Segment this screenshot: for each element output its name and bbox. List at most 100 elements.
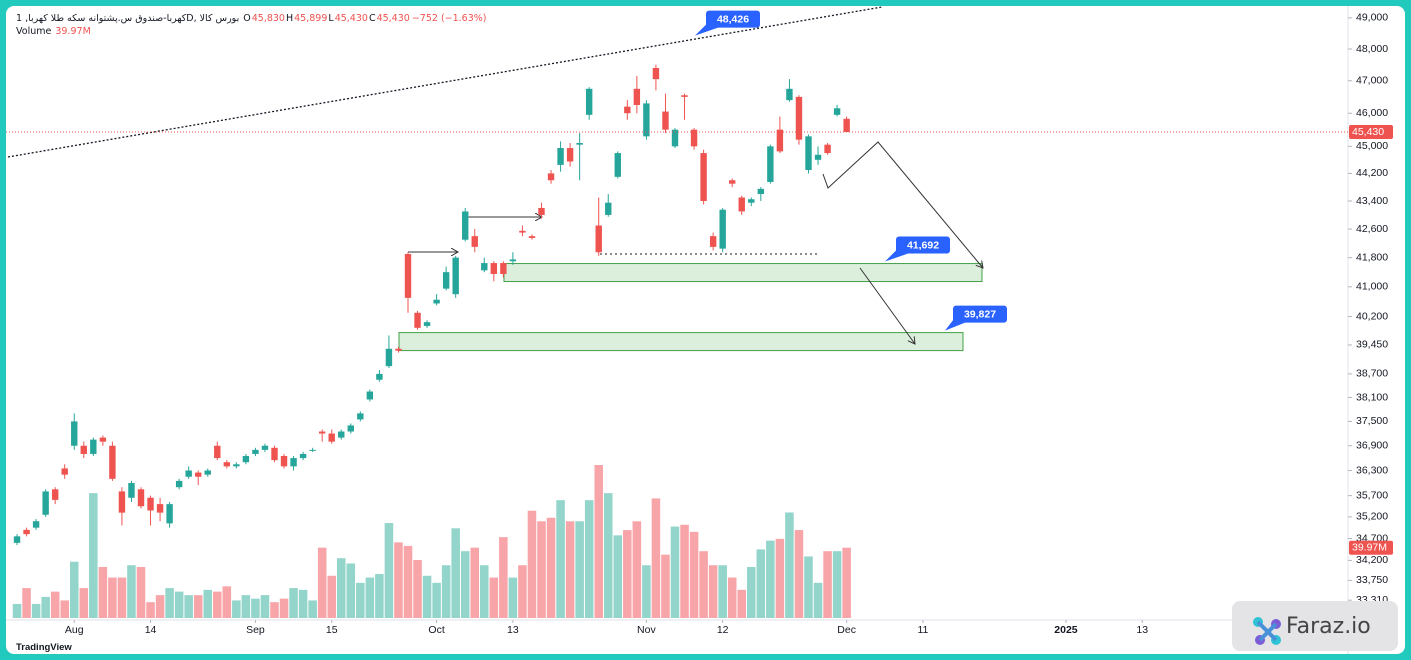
- ohlc-legend: O45,830H45,899L45,430C45,430: [243, 13, 411, 24]
- volume-bar: [603, 493, 613, 618]
- volume-bar: [89, 493, 98, 618]
- x-tick-label: 2025: [1054, 624, 1078, 636]
- volume-bar: [584, 500, 594, 618]
- volume-bar: [832, 551, 842, 618]
- candle-body: [42, 491, 49, 515]
- callout-box: [706, 10, 760, 28]
- volume-bar: [680, 524, 689, 618]
- candle-body: [805, 136, 812, 171]
- candle-body: [299, 453, 307, 459]
- volume-bar: [69, 561, 79, 618]
- candle-body: [614, 153, 621, 177]
- candle-body: [99, 437, 107, 442]
- volume-bar: [651, 498, 661, 618]
- volume-bar: [193, 595, 203, 618]
- last-price-label: 45,430: [1352, 126, 1384, 138]
- candle-body: [395, 348, 402, 351]
- symbol-title: کهربا-صندوق س.پشتوانه سکه طلا کهربا, 1D,…: [16, 13, 240, 24]
- volume-bar: [823, 551, 832, 618]
- ohlc-key: H: [285, 13, 294, 24]
- volume-bar: [356, 582, 365, 618]
- candle-body: [338, 431, 345, 438]
- volume-bar: [327, 575, 336, 618]
- x-tick-label: 12: [717, 624, 729, 636]
- candle-body: [13, 536, 21, 543]
- y-tick-label: 41,000: [1356, 281, 1388, 293]
- volume-bar: [260, 595, 270, 618]
- candle-body: [824, 144, 831, 154]
- candle-body: [404, 254, 412, 298]
- candle-body: [509, 259, 517, 262]
- y-tick-label: 35,700: [1356, 489, 1388, 501]
- candle-body: [538, 207, 545, 215]
- y-tick-label: 49,000: [1356, 12, 1388, 24]
- candle-body: [252, 449, 259, 454]
- volume-bar: [480, 565, 489, 618]
- volume-bar: [241, 595, 251, 618]
- volume-bar: [537, 521, 546, 618]
- candle-body: [80, 445, 87, 454]
- candle-body: [528, 236, 536, 238]
- candle-body: [729, 180, 736, 184]
- candle-body: [519, 230, 526, 233]
- ohlc-value: 45,830: [251, 13, 285, 24]
- volume-bar: [470, 547, 480, 618]
- volume-bar: [41, 596, 50, 618]
- callout-box: [953, 305, 1007, 323]
- x-tick-label: 15: [326, 624, 338, 636]
- candle-body: [643, 103, 650, 137]
- volume-bar: [556, 500, 565, 618]
- candle-body: [662, 111, 669, 130]
- volume-bar: [422, 575, 432, 618]
- volume-bar: [689, 531, 699, 618]
- candle-body: [547, 173, 555, 181]
- volume-bar: [222, 586, 232, 618]
- y-tick-label: 33,750: [1356, 574, 1388, 586]
- candle-body: [128, 483, 135, 498]
- candle-body: [757, 188, 765, 195]
- y-tick-label: 38,100: [1356, 391, 1388, 403]
- volume-bar: [298, 589, 308, 618]
- volume-bar: [413, 559, 422, 618]
- candle-body: [700, 153, 707, 201]
- candle-body: [166, 504, 173, 524]
- volume-bar: [155, 595, 165, 618]
- volume-bar: [661, 554, 670, 618]
- volume-bar: [460, 551, 470, 618]
- volume-bar: [213, 591, 222, 618]
- volume-bar: [623, 530, 632, 618]
- candle-body: [366, 391, 374, 400]
- candle-body: [605, 202, 612, 215]
- candle-body: [786, 88, 793, 101]
- volume-name: Volume: [16, 26, 52, 37]
- y-tick-label: 45,000: [1356, 140, 1388, 152]
- volume-bar: [785, 512, 794, 618]
- volume-bar: [79, 588, 89, 618]
- candle-body: [318, 431, 326, 434]
- candle-body: [242, 456, 250, 463]
- candle-body: [71, 421, 78, 446]
- volume-bar: [375, 574, 384, 618]
- y-tick-label: 34,200: [1356, 554, 1388, 566]
- candle-body: [51, 489, 59, 500]
- arrow: [859, 267, 915, 344]
- chart: 49,000 48,000 47,000 46,000 45,000 44,200 43,4…: [6, 6, 1393, 654]
- callout-label: 39,827: [964, 308, 996, 320]
- y-tick-label: 40,200: [1356, 310, 1388, 322]
- y-tick-label: 39,450: [1356, 339, 1388, 351]
- volume-bar: [594, 465, 603, 618]
- candle-body: [490, 263, 498, 274]
- volume-bar: [98, 567, 108, 618]
- volume-label-box: [1349, 540, 1393, 555]
- volume-bar: [403, 545, 413, 618]
- volume-bar: [365, 577, 375, 618]
- candle-body: [385, 348, 393, 367]
- y-tick-label: 35,200: [1356, 511, 1388, 523]
- volume-bar: [775, 538, 785, 618]
- callout-label: 48,426: [717, 13, 749, 25]
- watermark-text: Faraz.io: [1286, 614, 1371, 639]
- volume-axis-label: 39.97M: [1352, 541, 1387, 553]
- volume-bar: [22, 588, 31, 618]
- candle-body: [32, 521, 40, 528]
- volume-bar: [737, 589, 747, 618]
